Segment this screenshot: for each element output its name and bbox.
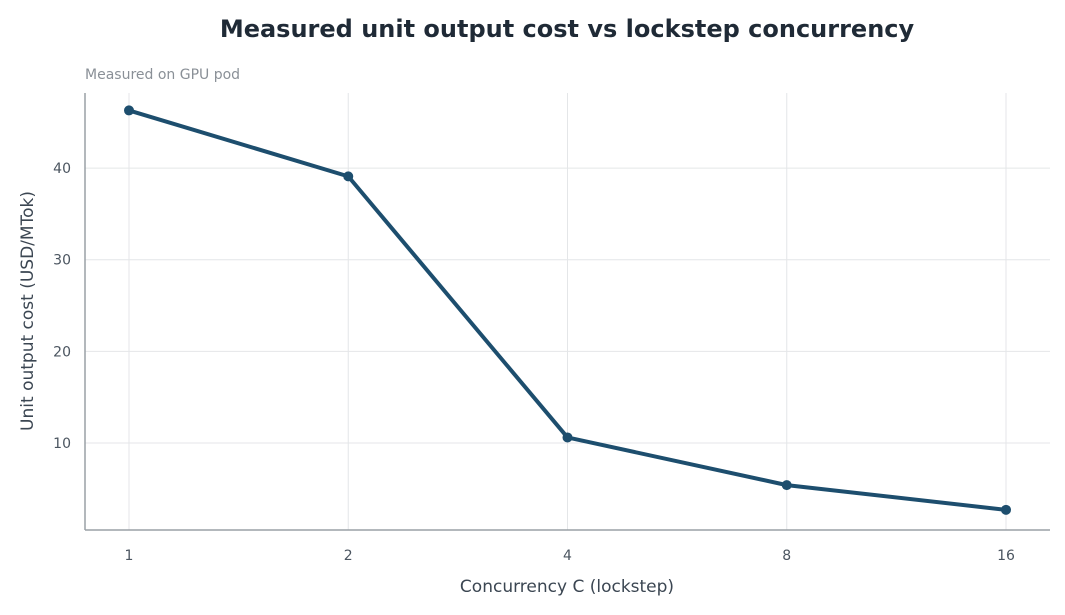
series — [124, 105, 1011, 515]
x-tick-label: 8 — [782, 548, 791, 564]
data-point — [124, 105, 134, 116]
gridlines — [85, 93, 1050, 530]
chart-subtitle: Measured on GPU pod — [85, 67, 240, 83]
chart-title: Measured unit output cost vs lockstep co… — [220, 15, 915, 43]
data-point — [781, 480, 792, 491]
y-axis-label: Unit output cost (USD/MTok) — [18, 191, 38, 431]
y-tick-label: 10 — [53, 436, 71, 452]
data-point — [1001, 504, 1011, 515]
data-point — [562, 432, 573, 443]
x-tick-label: 16 — [997, 548, 1015, 564]
y-tick-label: 20 — [53, 344, 71, 360]
y-tick-label: 30 — [53, 253, 71, 269]
data-point — [343, 171, 354, 182]
y-tick-label: 40 — [53, 161, 71, 177]
x-tick-label: 2 — [344, 548, 353, 564]
x-tick-label: 1 — [125, 548, 134, 564]
x-axis-label: Concurrency C (lockstep) — [460, 577, 674, 597]
x-tick-label: 4 — [563, 548, 572, 564]
tick-labels: 1 2 4 8 16 10 20 30 40 — [53, 161, 1015, 564]
